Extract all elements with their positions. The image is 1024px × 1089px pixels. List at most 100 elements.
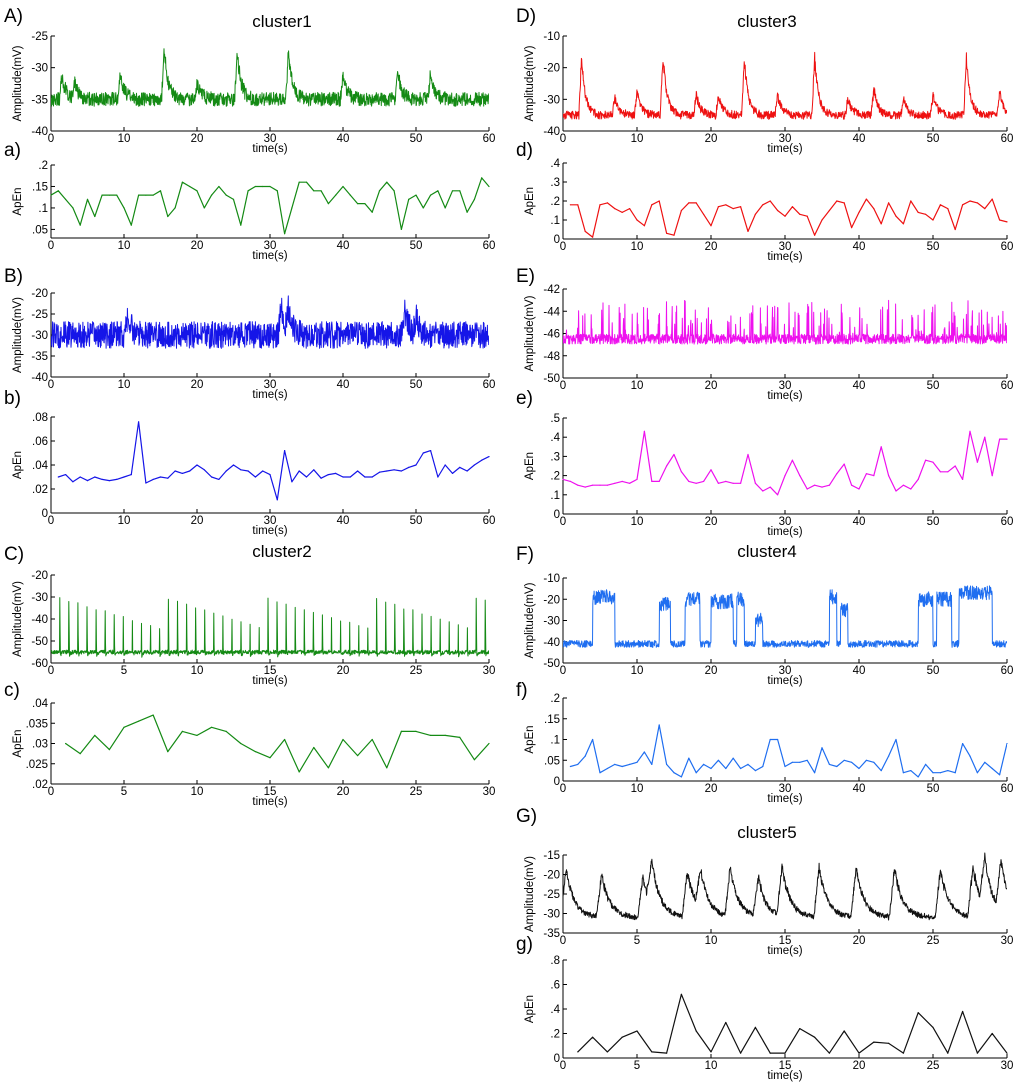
panel-upper-a: A) cluster1 0 10 20 30 40 50 60 -40 -35 -30 -25 time(… bbox=[4, 6, 495, 155]
data-point bbox=[466, 470, 468, 472]
data-point bbox=[636, 478, 638, 480]
data-point bbox=[680, 993, 683, 995]
x-tick-label: 10 bbox=[191, 786, 204, 798]
x-tick-label: 30 bbox=[779, 665, 792, 677]
data-point bbox=[451, 190, 454, 192]
data-point bbox=[962, 743, 964, 745]
data-point bbox=[1006, 438, 1008, 440]
data-point bbox=[225, 194, 227, 196]
data-point bbox=[196, 464, 198, 466]
data-point bbox=[269, 474, 271, 476]
data-point bbox=[814, 772, 816, 774]
data-point bbox=[880, 446, 882, 448]
data-point bbox=[386, 181, 388, 183]
data-point bbox=[695, 482, 697, 484]
data-point bbox=[999, 774, 1001, 776]
y-tick-label: -44 bbox=[543, 306, 560, 318]
data-point bbox=[108, 749, 110, 751]
y-tick-label: .2 bbox=[550, 471, 560, 483]
data-point bbox=[1006, 1052, 1008, 1054]
data-point bbox=[393, 190, 395, 192]
data-point bbox=[947, 770, 949, 772]
x-tick-label: 30 bbox=[779, 380, 792, 392]
data-point bbox=[371, 211, 373, 213]
y-tick-label: .4 bbox=[550, 432, 560, 444]
data-point bbox=[873, 475, 875, 477]
data-point bbox=[917, 478, 919, 480]
data-point bbox=[740, 482, 742, 484]
x-tick-label: 20 bbox=[853, 935, 866, 947]
x-tick-label: 0 bbox=[560, 783, 566, 795]
data-point bbox=[821, 486, 823, 488]
x-tick-label: 30 bbox=[264, 379, 277, 391]
data-point bbox=[769, 1052, 771, 1054]
data-point bbox=[621, 211, 623, 213]
x-axis-label: time(s) bbox=[252, 525, 287, 537]
data-point bbox=[747, 453, 749, 456]
data-point bbox=[976, 461, 979, 463]
x-tick-label: 40 bbox=[337, 379, 350, 391]
data-point bbox=[284, 233, 286, 235]
data-point bbox=[917, 776, 919, 778]
data-point bbox=[313, 746, 315, 749]
data-point bbox=[189, 185, 191, 188]
data-point bbox=[643, 430, 646, 432]
x-axis-label: time(s) bbox=[767, 251, 802, 263]
data-point bbox=[342, 738, 344, 741]
data-point bbox=[925, 213, 927, 215]
x-tick-label: 30 bbox=[779, 783, 792, 795]
data-point bbox=[695, 202, 697, 204]
x-tick-label: 50 bbox=[927, 241, 940, 253]
x-tick-label: 0 bbox=[48, 786, 54, 798]
x-tick-label: 50 bbox=[927, 665, 940, 677]
y-tick-label: 0 bbox=[42, 508, 48, 520]
data-point bbox=[349, 194, 351, 196]
data-point bbox=[444, 464, 446, 466]
data-point bbox=[364, 476, 366, 478]
y-tick-label: -30 bbox=[543, 909, 560, 921]
data-point bbox=[865, 759, 868, 761]
data-point bbox=[777, 494, 779, 496]
y-tick-label: -40 bbox=[543, 637, 560, 649]
data-point bbox=[211, 476, 213, 478]
data-point bbox=[152, 194, 154, 196]
x-tick-label: 15 bbox=[264, 786, 277, 798]
y-tick-label: .1 bbox=[550, 490, 560, 502]
series-line bbox=[563, 430, 1007, 496]
data-point bbox=[371, 738, 373, 741]
y-axis-label: ApEn bbox=[524, 452, 536, 480]
data-point bbox=[754, 1026, 757, 1028]
data-point bbox=[991, 475, 993, 477]
y-tick-label: .4 bbox=[550, 1004, 560, 1016]
data-point bbox=[152, 478, 154, 480]
data-point bbox=[902, 1052, 905, 1054]
data-point bbox=[791, 761, 794, 763]
data-point bbox=[821, 747, 823, 749]
data-point bbox=[636, 1030, 638, 1032]
data-point bbox=[984, 761, 986, 763]
data-point bbox=[769, 200, 771, 202]
data-point bbox=[174, 470, 176, 472]
data-point bbox=[902, 772, 905, 774]
data-point bbox=[342, 476, 344, 478]
x-tick-label: 0 bbox=[48, 665, 54, 677]
y-tick-label: .2 bbox=[550, 693, 560, 705]
data-point bbox=[762, 490, 764, 492]
data-point bbox=[130, 224, 132, 226]
data-point bbox=[843, 202, 845, 204]
data-point bbox=[969, 755, 971, 757]
data-point bbox=[327, 767, 329, 769]
x-tick-label: 5 bbox=[634, 935, 640, 947]
panel-letter: E) bbox=[516, 266, 535, 287]
data-point bbox=[584, 230, 586, 232]
data-point bbox=[364, 203, 366, 205]
data-point bbox=[754, 213, 757, 215]
data-point bbox=[320, 190, 322, 192]
data-point bbox=[415, 194, 417, 196]
x-tick-label: 10 bbox=[118, 133, 131, 145]
data-point bbox=[962, 478, 964, 480]
data-point bbox=[196, 190, 198, 192]
data-point bbox=[984, 436, 986, 438]
y-tick-label: -40 bbox=[31, 126, 48, 138]
data-point bbox=[999, 219, 1001, 221]
